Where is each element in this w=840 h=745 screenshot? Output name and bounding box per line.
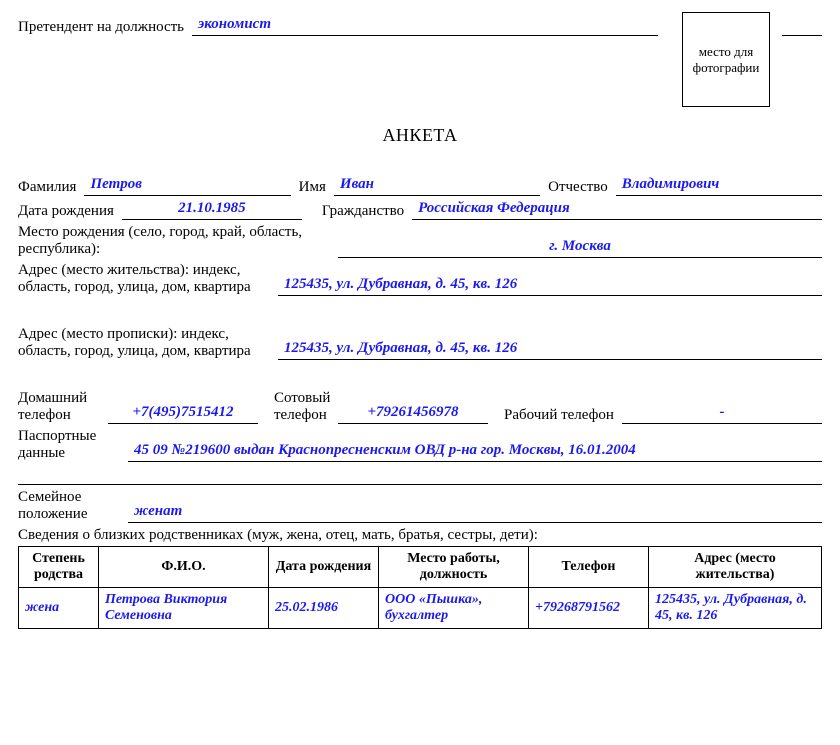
col-relation: Степень родства	[19, 547, 99, 588]
work-phone-value: -	[622, 404, 822, 424]
firstname-value: Иван	[334, 176, 540, 196]
citizenship-value: Российская Федерация	[412, 200, 822, 220]
marital-value: женат	[128, 503, 822, 523]
cell-dob: 25.02.1986	[269, 588, 379, 629]
work-phone-label: Рабочий телефон	[488, 407, 622, 424]
table-row: жена Петрова Виктория Семеновна 25.02.19…	[19, 588, 822, 629]
mobile-phone-label: Сотовый телефон	[258, 390, 338, 424]
position-label: Претендент на должность	[18, 19, 192, 36]
marital-row: Семейное положение женат	[18, 489, 822, 523]
cell-phone: +79268791562	[529, 588, 649, 629]
registration-value: 125435, ул. Дубравная, д. 45, кв. 126	[278, 340, 822, 360]
photo-placeholder-text: место для фотографии	[687, 44, 765, 76]
col-phone: Телефон	[529, 547, 649, 588]
header-stub-line	[782, 16, 822, 36]
citizenship-label: Гражданство	[302, 203, 412, 220]
home-phone-label: Домашний телефон	[18, 390, 108, 424]
surname-value: Петров	[84, 176, 290, 196]
relatives-caption: Сведения о близких родственниках (муж, ж…	[18, 527, 822, 544]
name-row: Фамилия Петров Имя Иван Отчество Владими…	[18, 176, 822, 196]
birthplace-value: г. Москва	[338, 238, 822, 258]
home-phone-value: +7(495)7515412	[108, 404, 258, 424]
registration-label: Адрес (место прописки): индекс, область,…	[18, 326, 278, 360]
passport-row: Паспортные данные 45 09 №219600 выдан Кр…	[18, 428, 822, 462]
header-area: Претендент на должность экономист место …	[18, 12, 822, 107]
marital-label: Семейное положение	[18, 489, 128, 523]
col-dob: Дата рождения	[269, 547, 379, 588]
cell-work: ООО «Пышка», бухгалтер	[379, 588, 529, 629]
dob-label: Дата рождения	[18, 203, 122, 220]
patronymic-label: Отчество	[540, 179, 616, 196]
dob-value: 21.10.1985	[122, 200, 302, 220]
cell-relation: жена	[19, 588, 99, 629]
birthplace-row: Место рождения (село, город, край, облас…	[18, 224, 822, 258]
firstname-label: Имя	[291, 179, 334, 196]
passport-label: Паспортные данные	[18, 428, 128, 462]
col-work: Место работы, должность	[379, 547, 529, 588]
phones-row: Домашний телефон +7(495)7515412 Сотовый …	[18, 390, 822, 424]
passport-value: 45 09 №219600 выдан Краснопресненским ОВ…	[128, 442, 822, 462]
passport-extra-line	[18, 466, 822, 485]
residence-row: Адрес (место жительства): индекс, област…	[18, 262, 822, 296]
patronymic-value: Владимирович	[616, 176, 822, 196]
form-title: АНКЕТА	[18, 125, 822, 146]
mobile-phone-value: +79261456978	[338, 404, 488, 424]
table-header-row: Степень родства Ф.И.О. Дата рождения Мес…	[19, 547, 822, 588]
position-value: экономист	[192, 16, 658, 36]
birthplace-label: Место рождения (село, город, край, облас…	[18, 224, 338, 258]
col-address: Адрес (место жительства)	[649, 547, 822, 588]
col-fio: Ф.И.О.	[99, 547, 269, 588]
cell-fio: Петрова Виктория Семеновна	[99, 588, 269, 629]
cell-address: 125435, ул. Дубравная, д. 45, кв. 126	[649, 588, 822, 629]
dob-row: Дата рождения 21.10.1985 Гражданство Рос…	[18, 200, 822, 220]
photo-placeholder: место для фотографии	[682, 12, 770, 107]
residence-label: Адрес (место жительства): индекс, област…	[18, 262, 278, 296]
residence-value: 125435, ул. Дубравная, д. 45, кв. 126	[278, 276, 822, 296]
registration-row: Адрес (место прописки): индекс, область,…	[18, 326, 822, 360]
surname-label: Фамилия	[18, 179, 84, 196]
relatives-table: Степень родства Ф.И.О. Дата рождения Мес…	[18, 546, 822, 629]
